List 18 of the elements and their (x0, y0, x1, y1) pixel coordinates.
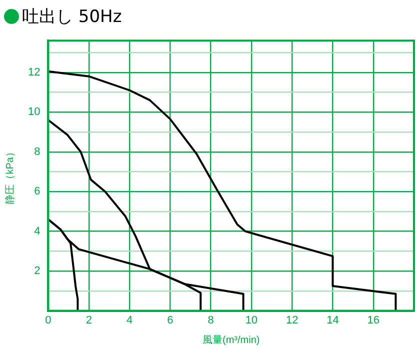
y-tick-label: 8 (34, 146, 40, 158)
x-tick-label: 12 (286, 314, 298, 326)
chart-title: 吐出し 50Hz (22, 6, 122, 28)
x-tick-label: 2 (86, 314, 92, 326)
x-tick-label: 4 (126, 314, 133, 326)
y-tick-label: 10 (28, 106, 40, 118)
x-tick-label: 10 (245, 314, 258, 326)
x-axis-title: 風量(m³/min) (202, 334, 260, 346)
y-tick-label: 6 (34, 186, 40, 198)
y-tick-label: 2 (34, 265, 40, 278)
x-tick-label: 0 (45, 314, 52, 326)
x-tick-label: 8 (208, 314, 214, 326)
y-axis-title: 静圧（kPa） (4, 147, 16, 204)
x-tick-label: 16 (367, 314, 380, 326)
x-tick-label: 6 (167, 314, 174, 326)
x-tick-label: 14 (326, 314, 339, 326)
y-tick-label: 12 (28, 66, 40, 78)
y-tick-label: 4 (34, 225, 40, 238)
